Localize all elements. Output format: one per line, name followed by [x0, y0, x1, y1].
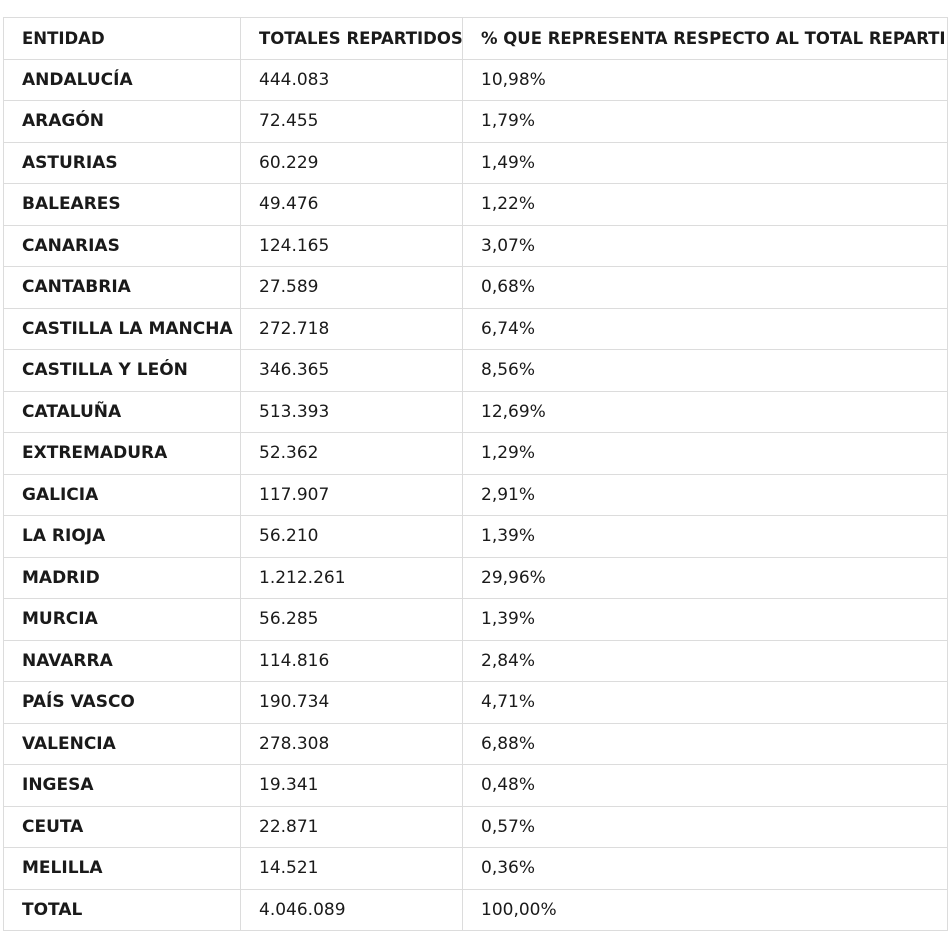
value-cell: 190.734	[240, 681, 463, 724]
value-cell: 0,48%	[462, 764, 948, 807]
value-cell: 444.083	[240, 58, 463, 101]
value-cell: 272.718	[240, 307, 463, 350]
table-row: MADRID 1.212.261 29,96%	[3, 556, 948, 599]
header-cell: % QUE REPRESENTA RESPECTO AL TOTAL REPAR…	[462, 17, 948, 60]
table-row: LA RIOJA 56.210 1,39%	[3, 515, 948, 558]
value-cell: 29,96%	[462, 556, 948, 599]
table-row: CANARIAS 124.165 3,07%	[3, 224, 948, 267]
value-cell: 114.816	[240, 639, 463, 682]
value-cell: 117.907	[240, 473, 463, 516]
value-cell: 1,39%	[462, 598, 948, 641]
table-row: MURCIA 56.285 1,39%	[3, 598, 948, 641]
entity-cell: CEUTA	[3, 805, 241, 848]
value-cell: 12,69%	[462, 390, 948, 433]
table-container: ENTIDAD TOTALES REPARTIDOS% QUE REPRESENT…	[3, 17, 948, 931]
value-cell: 0,68%	[462, 266, 948, 309]
value-cell: 1,22%	[462, 183, 948, 226]
header-row: ENTIDAD TOTALES REPARTIDOS% QUE REPRESENT…	[3, 17, 948, 60]
value-cell: 2,84%	[462, 639, 948, 682]
entity-cell: ARAGÓN	[3, 100, 241, 143]
table-row: CASTILLA LA MANCHA 272.718 6,74%	[3, 307, 948, 350]
value-cell: 124.165	[240, 224, 463, 267]
value-cell: 56.285	[240, 598, 463, 641]
table-row: TOTAL 4.046.089 100,00%	[3, 888, 948, 931]
table-row: CATALUÑA 513.393 12,69%	[3, 390, 948, 433]
entity-cell: BALEARES	[3, 183, 241, 226]
value-cell: 56.210	[240, 515, 463, 558]
entity-cell: GALICIA	[3, 473, 241, 516]
value-cell: 1.212.261	[240, 556, 463, 599]
value-cell: 8,56%	[462, 349, 948, 392]
entity-cell: CASTILLA LA MANCHA	[3, 307, 241, 350]
entity-cell: TOTAL	[3, 888, 241, 931]
value-cell: 513.393	[240, 390, 463, 433]
entity-cell: CATALUÑA	[3, 390, 241, 433]
table-row: CASTILLA Y LEÓN 346.365 8,56%	[3, 349, 948, 392]
entity-cell: CANARIAS	[3, 224, 241, 267]
value-cell: 0,57%	[462, 805, 948, 848]
value-cell: 49.476	[240, 183, 463, 226]
entity-cell: MURCIA	[3, 598, 241, 641]
value-cell: 4,71%	[462, 681, 948, 724]
entity-cell: EXTREMADURA	[3, 432, 241, 475]
value-cell: 2,91%	[462, 473, 948, 516]
table-row: INGESA 19.341 0,48%	[3, 764, 948, 807]
table-row: BALEARES 49.476 1,22%	[3, 183, 948, 226]
value-cell: 10,98%	[462, 58, 948, 101]
table-row: CANTABRIA 27.589 0,68%	[3, 266, 948, 309]
value-cell: 6,88%	[462, 722, 948, 765]
table-row: ASTURIAS 60.229 1,49%	[3, 141, 948, 184]
header-cell: ENTIDAD	[3, 17, 241, 60]
table-row: VALENCIA 278.308 6,88%	[3, 722, 948, 765]
value-cell: 60.229	[240, 141, 463, 184]
entity-cell: MADRID	[3, 556, 241, 599]
value-cell: 1,49%	[462, 141, 948, 184]
entity-cell: INGESA	[3, 764, 241, 807]
header-cell: TOTALES REPARTIDOS	[240, 17, 463, 60]
value-cell: 100,00%	[462, 888, 948, 931]
table-row: ARAGÓN 72.455 1,79%	[3, 100, 948, 143]
value-cell: 4.046.089	[240, 888, 463, 931]
table-row: EXTREMADURA 52.362 1,29%	[3, 432, 948, 475]
entity-cell: PAÍS VASCO	[3, 681, 241, 724]
entity-cell: VALENCIA	[3, 722, 241, 765]
value-cell: 27.589	[240, 266, 463, 309]
entity-cell: NAVARRA	[3, 639, 241, 682]
value-cell: 52.362	[240, 432, 463, 475]
value-cell: 0,36%	[462, 847, 948, 890]
value-cell: 22.871	[240, 805, 463, 848]
entity-cell: ASTURIAS	[3, 141, 241, 184]
table-body: ANDALUCÍA 444.083 10,98% ARAGÓN 72.455 1,79% A…	[3, 58, 948, 931]
entity-cell: LA RIOJA	[3, 515, 241, 558]
table-row: CEUTA 22.871 0,57%	[3, 805, 948, 848]
table-row: ANDALUCÍA 444.083 10,98%	[3, 58, 948, 101]
value-cell: 1,79%	[462, 100, 948, 143]
entity-cell: CANTABRIA	[3, 266, 241, 309]
table-row: MELILLA 14.521 0,36%	[3, 847, 948, 890]
table-row: GALICIA 117.907 2,91%	[3, 473, 948, 516]
value-cell: 278.308	[240, 722, 463, 765]
value-cell: 1,29%	[462, 432, 948, 475]
value-cell: 19.341	[240, 764, 463, 807]
value-cell: 14.521	[240, 847, 463, 890]
value-cell: 72.455	[240, 100, 463, 143]
value-cell: 6,74%	[462, 307, 948, 350]
data-table: ENTIDAD TOTALES REPARTIDOS% QUE REPRESENT…	[3, 17, 948, 931]
table-row: PAÍS VASCO 190.734 4,71%	[3, 681, 948, 724]
value-cell: 3,07%	[462, 224, 948, 267]
value-cell: 1,39%	[462, 515, 948, 558]
table-row: NAVARRA 114.816 2,84%	[3, 639, 948, 682]
entity-cell: CASTILLA Y LEÓN	[3, 349, 241, 392]
value-cell: 346.365	[240, 349, 463, 392]
entity-cell: ANDALUCÍA	[3, 58, 241, 101]
entity-cell: MELILLA	[3, 847, 241, 890]
